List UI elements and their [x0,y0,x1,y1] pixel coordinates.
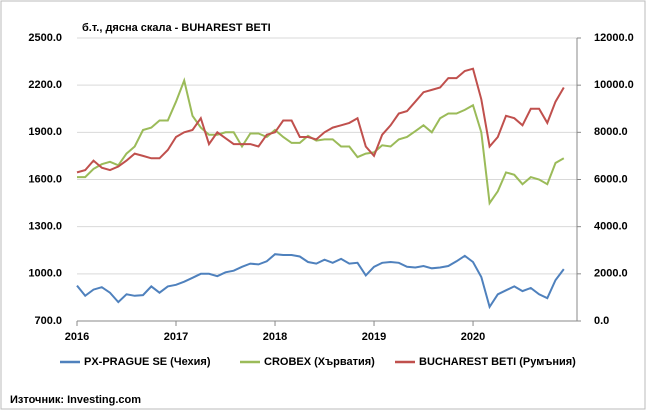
series-line [76,67,565,174]
annotation: б.т., дясна скала - BUHAREST BETI [82,22,271,34]
legend-label: PX-PRAGUE SE (Чехия) [84,356,211,368]
y2-tick-label: 8000.0 [594,126,628,138]
x-tick-label: 2017 [164,331,188,343]
x-tick-label: 2016 [65,331,89,343]
x-tick-label: 2020 [461,331,485,343]
y2-tick-label: 2000.0 [594,268,628,280]
y-tick-label: 1000.0 [28,268,62,280]
y2-tick-label: 4000.0 [594,221,628,233]
y2-tick-label: 12000.0 [594,32,634,44]
y-tick-label: 700.0 [34,315,62,327]
legend-label: BUCHAREST BETI (Румъния) [419,356,576,368]
y-tick-label: 2200.0 [28,79,62,91]
y2-tick-label: 10000.0 [594,79,634,91]
y-tick-label: 2500.0 [28,32,62,44]
series-line [76,253,565,310]
y-tick-label: 1600.0 [28,173,62,185]
source: Източник: Investing.com [10,394,141,406]
x-tick-label: 2019 [362,331,386,343]
x-tick-label: 2018 [263,331,287,343]
y2-tick-label: 0.0 [594,315,609,327]
y2-tick-label: 6000.0 [594,173,628,185]
y-tick-label: 1300.0 [28,221,62,233]
series-line [77,77,565,206]
legend-label: CROBEX (Хърватия) [264,356,375,368]
y-tick-label: 1900.0 [28,126,62,138]
